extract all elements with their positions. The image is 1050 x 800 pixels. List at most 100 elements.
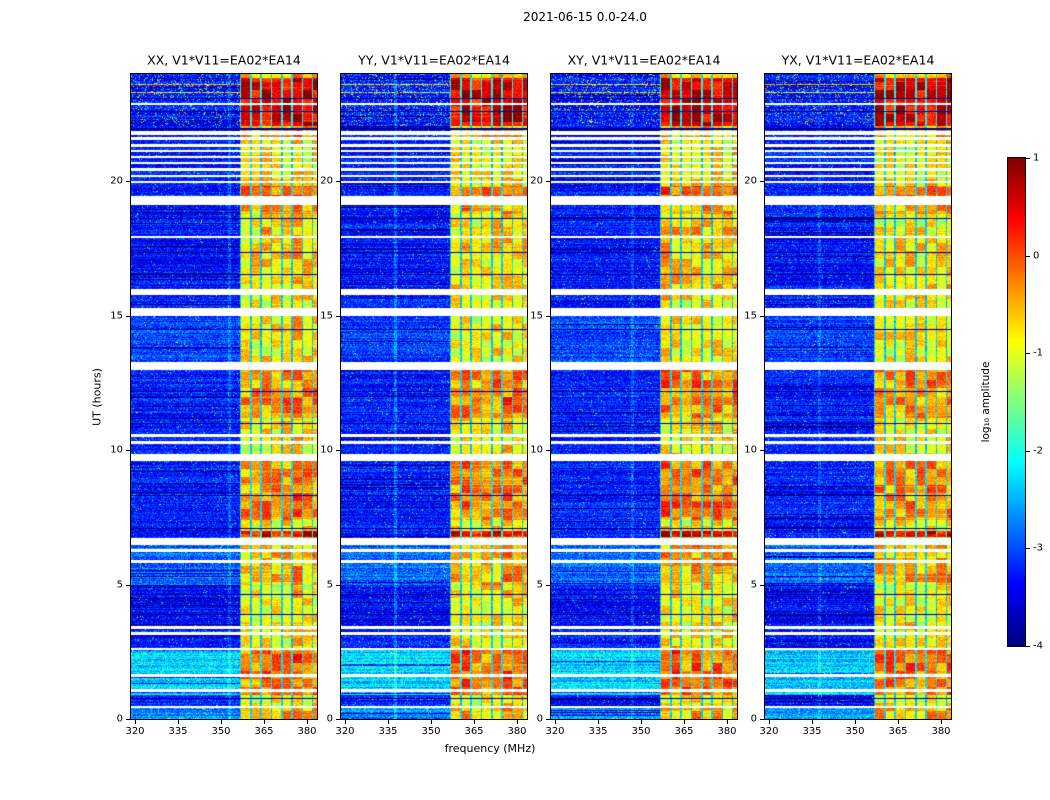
- spectrogram-panel-xx: [130, 73, 318, 720]
- colorbar-tick-label: -2: [1033, 445, 1043, 457]
- x-tick-label: 320: [335, 726, 355, 737]
- x-tick-mark: [812, 720, 813, 724]
- panel-title-yx: YX, V1*V11=EA02*EA14: [781, 52, 935, 68]
- x-tick-label: 350: [211, 726, 231, 737]
- y-tick-label: 20: [110, 175, 123, 187]
- x-tick-label: 380: [507, 726, 527, 737]
- y-tick-mark: [760, 450, 764, 451]
- y-tick-label: 0: [116, 713, 123, 725]
- y-tick-label: 5: [326, 579, 333, 591]
- colorbar-tick-mark: [1026, 158, 1030, 159]
- y-tick-mark: [546, 181, 550, 182]
- x-tick-label: 335: [378, 726, 398, 737]
- y-tick-mark: [546, 450, 550, 451]
- x-tick-label: 365: [464, 726, 484, 737]
- y-tick-mark: [336, 316, 340, 317]
- x-tick-label: 350: [421, 726, 441, 737]
- y-tick-mark: [760, 719, 764, 720]
- x-tick-mark: [388, 720, 389, 724]
- y-tick-mark: [126, 181, 130, 182]
- y-tick-label: 15: [530, 310, 543, 322]
- x-tick-label: 350: [845, 726, 865, 737]
- x-tick-label: 335: [168, 726, 188, 737]
- x-tick-label: 380: [717, 726, 737, 737]
- x-tick-mark: [598, 720, 599, 724]
- x-tick-mark: [641, 720, 642, 724]
- y-tick-mark: [760, 585, 764, 586]
- y-tick-mark: [336, 585, 340, 586]
- x-tick-mark: [727, 720, 728, 724]
- y-tick-label: 20: [744, 175, 757, 187]
- x-axis-label: frequency (MHz): [444, 742, 536, 755]
- x-tick-mark: [769, 720, 770, 724]
- colorbar-tick-label: -3: [1033, 542, 1043, 554]
- colorbar-tick-label: -1: [1033, 347, 1043, 359]
- panel-title-xy: XY, V1*V11=EA02*EA14: [567, 52, 721, 68]
- y-tick-label: 10: [110, 444, 123, 456]
- y-tick-label: 5: [116, 579, 123, 591]
- colorbar-tick-mark: [1026, 353, 1030, 354]
- y-tick-mark: [126, 719, 130, 720]
- y-tick-label: 20: [530, 175, 543, 187]
- x-tick-label: 320: [545, 726, 565, 737]
- y-tick-label: 15: [744, 310, 757, 322]
- x-tick-label: 365: [674, 726, 694, 737]
- y-tick-mark: [126, 316, 130, 317]
- x-tick-label: 380: [297, 726, 317, 737]
- x-tick-mark: [431, 720, 432, 724]
- x-tick-label: 320: [125, 726, 145, 737]
- x-tick-mark: [517, 720, 518, 724]
- x-tick-mark: [474, 720, 475, 724]
- x-tick-mark: [855, 720, 856, 724]
- x-tick-mark: [307, 720, 308, 724]
- x-tick-mark: [898, 720, 899, 724]
- x-tick-label: 380: [931, 726, 951, 737]
- spectrogram-panel-yy: [340, 73, 528, 720]
- y-axis-label: UT (hours): [90, 368, 104, 426]
- x-tick-mark: [684, 720, 685, 724]
- colorbar-tick-label: 0: [1033, 250, 1040, 262]
- colorbar-tick-mark: [1026, 451, 1030, 452]
- panel-title-xx: XX, V1*V11=EA02*EA14: [147, 52, 301, 68]
- x-tick-mark: [345, 720, 346, 724]
- y-tick-mark: [546, 585, 550, 586]
- y-tick-label: 0: [326, 713, 333, 725]
- x-tick-mark: [221, 720, 222, 724]
- y-tick-mark: [336, 719, 340, 720]
- y-tick-label: 0: [536, 713, 543, 725]
- colorbar-label: log₁₀ amplitude: [980, 361, 992, 443]
- y-tick-mark: [126, 450, 130, 451]
- x-tick-label: 335: [588, 726, 608, 737]
- x-tick-label: 350: [631, 726, 651, 737]
- panel-title-yy: YY, V1*V11=EA02*EA14: [358, 52, 510, 68]
- colorbar-tick-mark: [1026, 646, 1030, 647]
- x-tick-label: 365: [254, 726, 274, 737]
- y-tick-label: 5: [536, 579, 543, 591]
- colorbar-tick-label: 1: [1033, 152, 1040, 164]
- figure-title: 2021-06-15 0.0-24.0: [523, 10, 647, 24]
- y-tick-label: 15: [320, 310, 333, 322]
- spectrogram-panel-xy: [550, 73, 738, 720]
- y-tick-mark: [760, 316, 764, 317]
- colorbar: [1007, 157, 1026, 647]
- x-tick-mark: [555, 720, 556, 724]
- spectrogram-panel-yx: [764, 73, 952, 720]
- y-tick-mark: [336, 450, 340, 451]
- x-tick-mark: [941, 720, 942, 724]
- y-tick-label: 0: [750, 713, 757, 725]
- x-tick-label: 335: [802, 726, 822, 737]
- y-tick-label: 10: [320, 444, 333, 456]
- x-tick-label: 365: [888, 726, 908, 737]
- colorbar-tick-mark: [1026, 256, 1030, 257]
- y-tick-mark: [126, 585, 130, 586]
- y-tick-mark: [760, 181, 764, 182]
- y-tick-label: 5: [750, 579, 757, 591]
- colorbar-tick-mark: [1026, 548, 1030, 549]
- y-tick-mark: [546, 719, 550, 720]
- y-tick-label: 20: [320, 175, 333, 187]
- colorbar-tick-label: -4: [1033, 640, 1043, 652]
- y-tick-label: 10: [530, 444, 543, 456]
- x-tick-mark: [178, 720, 179, 724]
- x-tick-mark: [135, 720, 136, 724]
